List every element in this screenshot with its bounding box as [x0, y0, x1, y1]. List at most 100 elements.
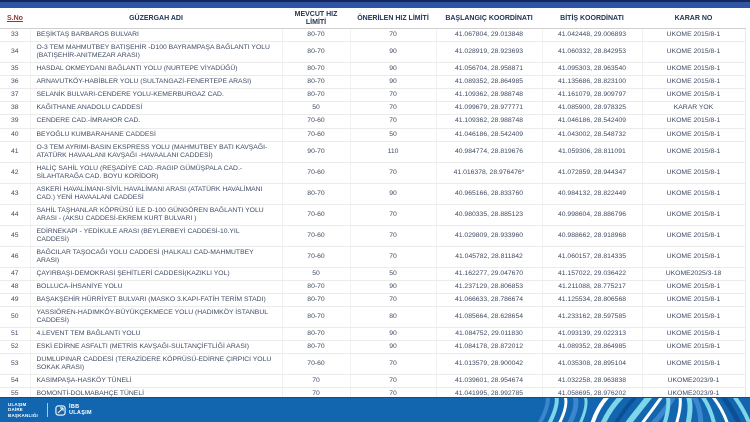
- current-limit: 70-60: [281, 225, 350, 247]
- route-name: YASSIÖREN-HADIMKÖY-BÜYÜKÇEKMECE YOLU (HA…: [29, 306, 282, 328]
- table-row: 37 SELANİK BULVARI-CENDERE YOLU-KEMERBURG…: [0, 88, 746, 103]
- decision-no: UKOME 2015/8-1: [641, 246, 746, 268]
- end-coordinate: 41.135686, 28.823100: [541, 75, 642, 90]
- table-row: 41 O-3 TEM AYRIMI-BASIN EKSPRESS YOLU (MA…: [0, 141, 746, 163]
- ibb-ulasim-logo-text: İBB ULAŞIM: [69, 404, 92, 417]
- route-name: O-3 TEM AYRIMI-BASIN EKSPRESS YOLU (MAHM…: [29, 141, 282, 163]
- current-limit: 70-60: [281, 114, 350, 129]
- route-name: DUMLUPINAR CADDESİ (TERAZİDERE KÖPRÜSÜ-E…: [29, 353, 282, 375]
- header-current-limit: MEVCUT HIZ LİMİTİ: [282, 8, 350, 30]
- current-limit: 80-70: [281, 280, 350, 294]
- decision-no: UKOME 2015/8-1: [641, 28, 746, 43]
- route-name: KAĞITHANE ANADOLU CADDESİ: [29, 101, 282, 116]
- end-coordinate: 41.233162, 28.597585: [541, 306, 642, 328]
- current-limit: 70-60: [281, 128, 350, 142]
- end-coordinate: 41.093139, 29.022313: [541, 327, 642, 341]
- current-limit: 90-70: [281, 141, 350, 163]
- decision-no: UKOME 2015/8-1: [641, 340, 746, 354]
- current-limit: 50: [281, 267, 350, 281]
- current-limit: 80-70: [281, 183, 350, 205]
- current-limit: 80-70: [281, 306, 350, 328]
- route-no: 36: [0, 75, 30, 90]
- proposed-limit: 80: [349, 306, 436, 328]
- proposed-limit: 70: [349, 374, 436, 388]
- current-limit: 50: [281, 101, 350, 116]
- start-coordinate: 40.984774, 28.819676: [435, 141, 542, 163]
- route-no: 34: [0, 41, 30, 64]
- table-row: 33 BEŞİKTAŞ BARBAROS BULVARI 80-70 70 41.067…: [0, 28, 746, 43]
- end-coordinate: 41.035308, 28.895104: [541, 353, 642, 375]
- proposed-limit: 70: [349, 225, 436, 247]
- route-name: ARNAVUTKÖY-HABİBLER YOLU (SULTANGAZİ-FEN…: [29, 75, 282, 90]
- route-no: 35: [0, 62, 30, 77]
- proposed-limit: 70: [349, 293, 436, 307]
- end-coordinate: 41.042448, 29.006893: [541, 28, 642, 43]
- proposed-limit: 110: [349, 141, 436, 163]
- end-coordinate: 40.984132, 28.822449: [541, 183, 642, 205]
- route-no: 46: [0, 246, 30, 268]
- decision-no: UKOME 2015/8-1: [641, 225, 746, 247]
- proposed-limit: 70: [349, 101, 436, 116]
- end-coordinate: 41.211088, 28.775217: [541, 280, 642, 294]
- header-proposed-limit: ÖNERİLEN HIZ LİMİTİ: [350, 8, 436, 30]
- decision-no: UKOME2023/9-1: [641, 374, 746, 388]
- decision-no: UKOME 2015/8-1: [641, 306, 746, 328]
- route-no: 54: [0, 374, 30, 388]
- current-limit: 70: [281, 374, 350, 388]
- route-no: 45: [0, 225, 30, 247]
- proposed-limit: 90: [349, 340, 436, 354]
- decision-no: UKOME 2015/8-1: [641, 114, 746, 129]
- route-name: BAŞAKŞEHİR HÜRRİYET BULVARI (MASKO 3.KAP…: [29, 293, 282, 307]
- table-row: 42 HALİÇ SAHİL YOLU (REŞADİYE CAD.-RAGIP …: [0, 162, 746, 184]
- route-no: 49: [0, 293, 30, 307]
- header-route-name: GÜZERGAH ADI: [30, 8, 282, 30]
- route-no: 37: [0, 88, 30, 103]
- end-coordinate: 41.072859, 28.944347: [541, 162, 642, 184]
- proposed-limit: 90: [349, 62, 436, 77]
- decision-no: UKOME 2015/8-1: [641, 204, 746, 226]
- route-name: ESKİ EDİRNE ASFALTI (METRİS KAVŞAĞI-SULT…: [29, 340, 282, 354]
- route-name: BEŞİKTAŞ BARBAROS BULVARI: [29, 28, 282, 43]
- current-limit: 80-70: [281, 75, 350, 90]
- footer-wave-pattern-decoration: [538, 398, 750, 422]
- proposed-limit: 70: [349, 246, 436, 268]
- current-limit: 70-60: [281, 246, 350, 268]
- start-coordinate: 41.067804, 29.013848: [435, 28, 542, 43]
- decision-no: UKOME 2015/8-1: [641, 141, 746, 163]
- table-body: 33 BEŞİKTAŞ BARBAROS BULVARI 80-70 70 41.067…: [0, 28, 746, 414]
- route-name: HASDAL OKMEYDANI BAĞLANTI YOLU (NURTEPE …: [29, 62, 282, 77]
- department-logo-text: ULAŞIM DAİRE BAŞKANLIĞI: [8, 402, 38, 419]
- table-row: 46 BAĞCILAR TAŞOCAĞI YOLU CADDESİ (HALKAL…: [0, 246, 746, 268]
- end-coordinate: 41.089352, 28.864985: [541, 340, 642, 354]
- proposed-limit: 90: [349, 75, 436, 90]
- end-coordinate: 41.125534, 28.806568: [541, 293, 642, 307]
- table-row: 38 KAĞITHANE ANADOLU CADDESİ 50 70 41.099679…: [0, 101, 746, 116]
- route-no: 50: [0, 306, 30, 328]
- proposed-limit: 70: [349, 162, 436, 184]
- department-line: ULAŞIM: [8, 401, 27, 407]
- table-row: 53 DUMLUPINAR CADDESİ (TERAZİDERE KÖPRÜSÜ…: [0, 353, 746, 375]
- end-coordinate: 41.032258, 28.963838: [541, 374, 642, 388]
- end-coordinate: 40.988662, 28.918968: [541, 225, 642, 247]
- end-coordinate: 41.161079, 28.909797: [541, 88, 642, 103]
- table-row: 36 ARNAVUTKÖY-HABİBLER YOLU (SULTANGAZİ-F…: [0, 75, 746, 90]
- top-title-bar: [0, 0, 750, 8]
- department-line: DAİRE: [8, 407, 24, 413]
- proposed-limit: 70: [349, 353, 436, 375]
- decision-no: UKOME 2015/8-1: [641, 62, 746, 77]
- proposed-limit: 50: [349, 267, 436, 281]
- route-name: BEYOĞLU KUMBARAHANE CADDESİ: [29, 128, 282, 142]
- ibb-ulasim-logo-icon: [55, 404, 66, 416]
- end-coordinate: 41.095303, 28.963540: [541, 62, 642, 77]
- table-row: 49 BAŞAKŞEHİR HÜRRİYET BULVARI (MASKO 3.K…: [0, 293, 746, 307]
- table-row: 50 YASSIÖREN-HADIMKÖY-BÜYÜKÇEKMECE YOLU (…: [0, 306, 746, 328]
- start-coordinate: 41.109362, 28.988748: [435, 88, 542, 103]
- current-limit: 80-70: [281, 88, 350, 103]
- start-coordinate: 41.029809, 28.933960: [435, 225, 542, 247]
- start-coordinate: 41.085664, 28.628654: [435, 306, 542, 328]
- current-limit: 80-70: [281, 41, 350, 64]
- route-no: 42: [0, 162, 30, 184]
- table-row: 52 ESKİ EDİRNE ASFALTI (METRİS KAVŞAĞI-SU…: [0, 340, 746, 354]
- route-no: 39: [0, 114, 30, 129]
